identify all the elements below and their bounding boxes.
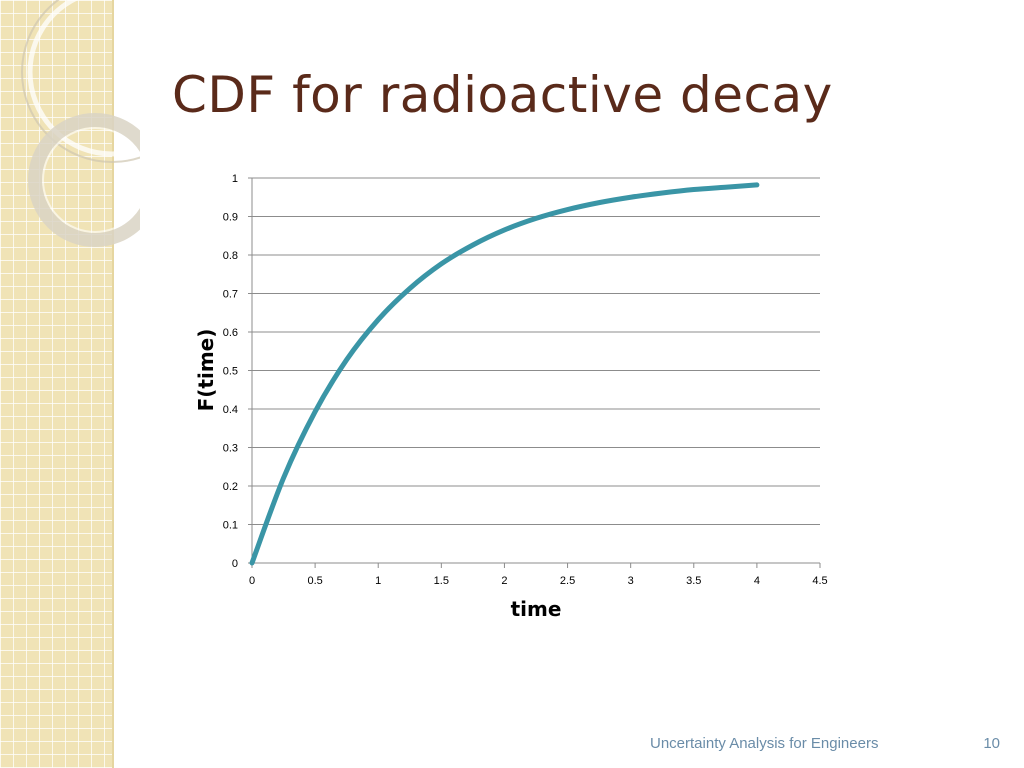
y-tick-label: 1 xyxy=(232,173,238,185)
y-tick-label: 0.8 xyxy=(223,250,238,262)
footer-text: Uncertainty Analysis for Engineers xyxy=(650,735,879,752)
x-tick-label: 0 xyxy=(249,575,255,587)
grid-lines xyxy=(252,177,820,525)
y-tick-label: 0 xyxy=(232,558,238,570)
y-tick-label: 0.1 xyxy=(223,520,238,532)
page-number: 10 xyxy=(983,735,1000,752)
x-tick-label: 1 xyxy=(375,575,381,587)
y-tick-label: 0.6 xyxy=(223,327,238,339)
y-axis-label: F(time) xyxy=(194,329,218,412)
y-tick-label: 0.9 xyxy=(223,212,238,224)
x-tick-label: 4 xyxy=(754,575,760,587)
x-tick-label: 2 xyxy=(501,575,507,587)
y-tick-label: 0.2 xyxy=(223,481,238,493)
tick-labels: 0 0.1 0.2 0.3 0.4 0.5 0.6 0.7 0.8 0.9 1 0 0.5 1 1.5 2 2.… xyxy=(223,173,828,587)
series-line xyxy=(249,182,760,566)
y-tick-label: 0.3 xyxy=(223,443,238,455)
y-tick-label: 0.7 xyxy=(223,289,238,301)
x-tick-label: 4.5 xyxy=(812,575,827,587)
decorative-rings xyxy=(21,0,140,247)
side-strip-edge xyxy=(112,0,114,768)
series-layer xyxy=(249,182,760,566)
x-tick-label: 1.5 xyxy=(434,575,449,587)
y-tick-label: 0.5 xyxy=(223,366,238,378)
slide-title: CDF for radioactive decay xyxy=(172,66,833,124)
x-tick-label: 2.5 xyxy=(560,575,575,587)
axes xyxy=(248,177,821,568)
x-tick-label: 0.5 xyxy=(307,575,322,587)
x-tick-label: 3.5 xyxy=(686,575,701,587)
y-tick-label: 0.4 xyxy=(223,404,238,416)
x-tick-label: 3 xyxy=(628,575,634,587)
x-axis-label: time xyxy=(511,597,562,621)
